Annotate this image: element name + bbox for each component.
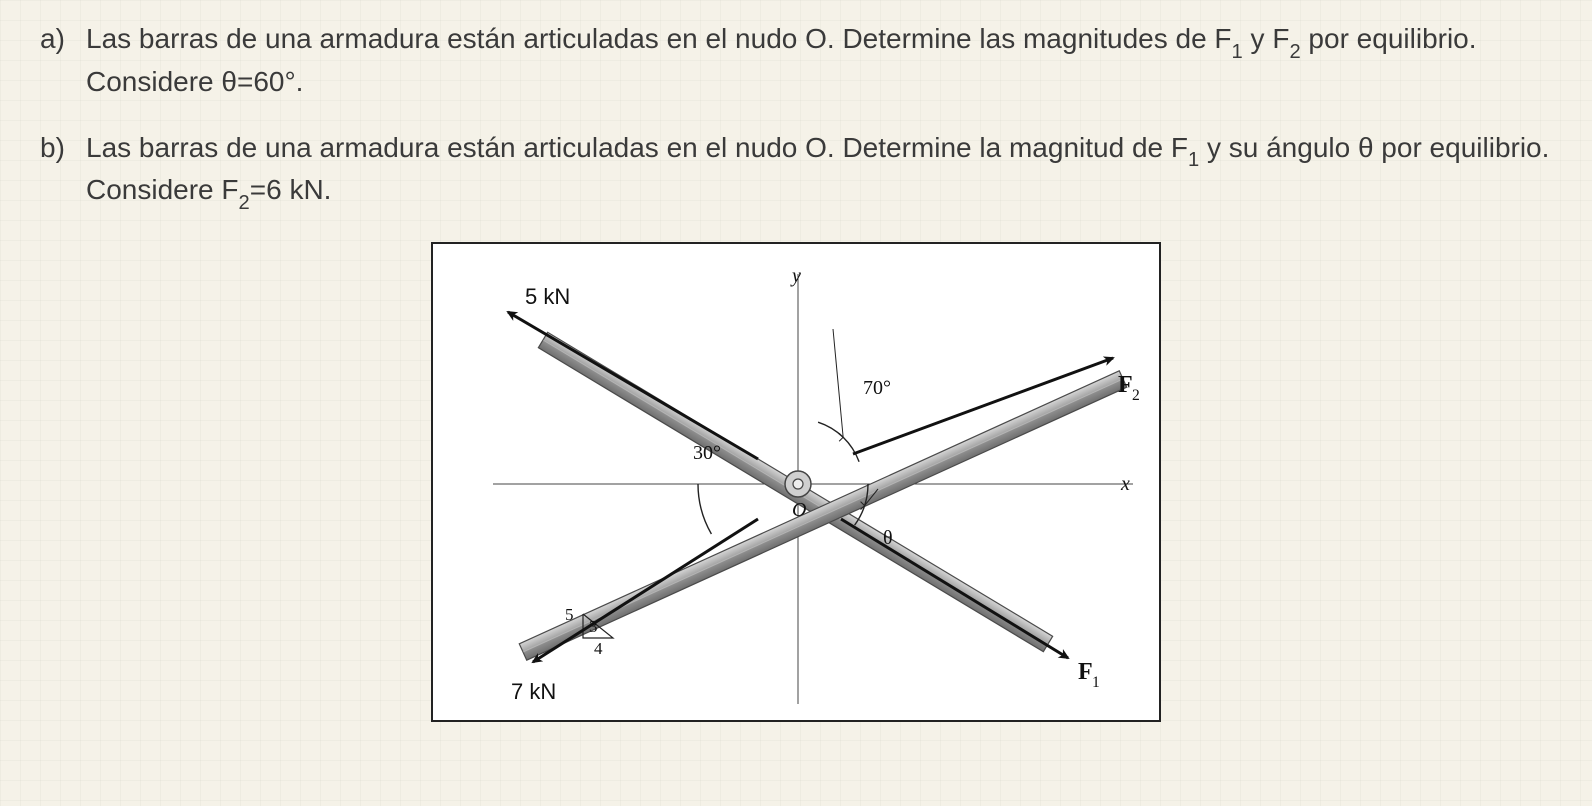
svg-text:5: 5 [565, 605, 574, 624]
svg-text:70°: 70° [863, 377, 891, 399]
svg-text:F: F [1118, 372, 1133, 398]
svg-text:1: 1 [1092, 674, 1100, 691]
item-b-marker: b) [40, 129, 76, 167]
svg-text:4: 4 [594, 639, 603, 658]
svg-text:7 kN: 7 kN [511, 679, 556, 704]
svg-text:2: 2 [1132, 387, 1140, 404]
svg-text:F: F [1078, 659, 1093, 685]
svg-text:x: x [1120, 473, 1130, 495]
svg-text:O: O [792, 499, 806, 521]
svg-text:y: y [790, 265, 801, 287]
item-a: a) Las barras de una armadura están arti… [40, 20, 1552, 101]
item-b: b) Las barras de una armadura están arti… [40, 129, 1552, 215]
svg-text:5 kN: 5 kN [525, 284, 570, 309]
item-a-marker: a) [40, 20, 76, 58]
item-a-text: Las barras de una armadura están articul… [86, 20, 1552, 101]
svg-text:30°: 30° [693, 442, 721, 464]
item-b-text: Las barras de una armadura están articul… [86, 129, 1552, 215]
figure-container: yxO70°30°θ5345 kNF2F17 kN [40, 242, 1552, 722]
truss-diagram: yxO70°30°θ5345 kNF2F17 kN [431, 242, 1161, 722]
